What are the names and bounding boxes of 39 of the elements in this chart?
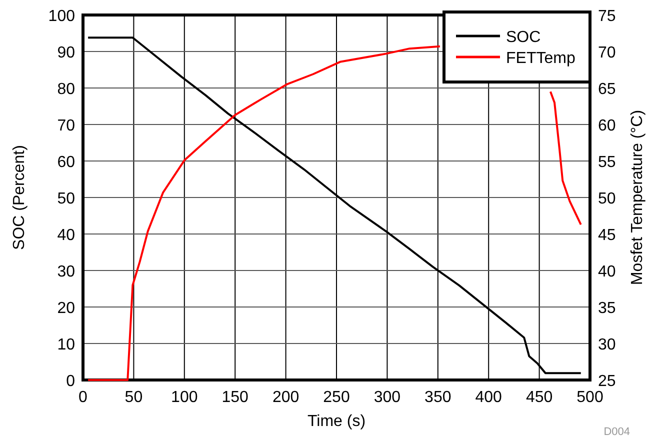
y-tick-label: 50 <box>57 190 76 208</box>
x-tick-label: 350 <box>424 389 452 406</box>
y2-tick-label: 30 <box>598 336 616 354</box>
x-tick-label: 150 <box>222 389 249 406</box>
y2-tick-label: 75 <box>598 8 616 25</box>
x-tick-label: 0 <box>78 389 88 406</box>
y2-tick-label: 25 <box>598 373 616 390</box>
y2-tick-label: 65 <box>598 81 616 98</box>
y-tick-label: 40 <box>57 227 76 244</box>
y-tick-label: 30 <box>57 264 76 280</box>
y2-tick-label: 60 <box>598 118 616 134</box>
y2-tick-label: 35 <box>598 300 616 317</box>
y-tick-label: 80 <box>57 81 76 98</box>
x-axis-title: Time (s) <box>307 413 366 430</box>
y-tick-label: 60 <box>57 154 76 171</box>
text: D004 <box>604 426 630 436</box>
y2-tick-label: 50 <box>598 190 616 208</box>
x-tick-label: 200 <box>272 389 300 406</box>
x-tick-label: 500 <box>576 389 604 406</box>
y-tick-label: 100 <box>48 8 76 25</box>
x-tick-label: 50 <box>124 389 143 406</box>
legend-label: SOC <box>506 29 541 46</box>
y-tick-label: 90 <box>57 44 76 62</box>
x-tick-label: 250 <box>323 389 350 406</box>
y-axis-title: SOC (Percent) <box>11 145 28 250</box>
y2-tick-label: 70 <box>598 44 616 62</box>
x-tick-label: 450 <box>526 389 553 406</box>
y2-tick-label: 55 <box>598 154 616 171</box>
y-tick-label: 70 <box>57 118 76 134</box>
x-tick-label: 300 <box>374 389 401 406</box>
x-tick-label: 100 <box>171 389 198 406</box>
y2-tick-label: 45 <box>598 227 616 244</box>
y-tick-label: 0 <box>66 373 76 390</box>
legend-label: FETTemp <box>506 50 576 67</box>
y-tick-label: 10 <box>57 336 76 354</box>
y2-axis-title: Mosfet Temperature (°C) <box>629 110 646 286</box>
y-tick-label: 20 <box>57 300 76 317</box>
y2-tick-label: 40 <box>598 264 616 280</box>
x-tick-label: 400 <box>475 389 502 406</box>
